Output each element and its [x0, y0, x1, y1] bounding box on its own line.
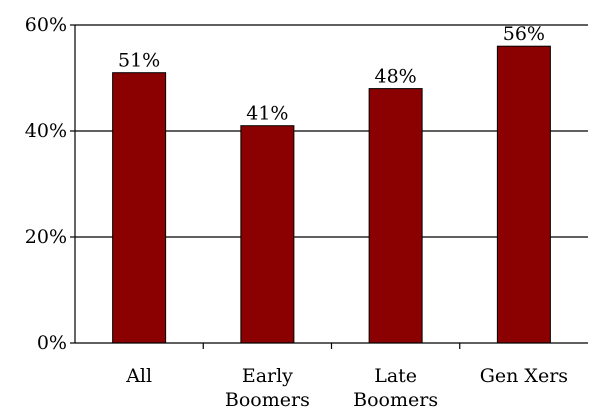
x-tick-label: Late — [374, 365, 417, 387]
data-label: 48% — [375, 66, 417, 88]
y-tick-label: 60% — [25, 14, 67, 36]
y-tick-label: 0% — [37, 332, 67, 354]
data-label: 56% — [503, 23, 545, 45]
y-tick-label: 40% — [25, 120, 67, 142]
x-tick-label: Boomers — [353, 389, 438, 411]
x-tick-label: Boomers — [225, 389, 310, 411]
bar — [112, 72, 167, 344]
x-tick-label: Early — [242, 365, 293, 387]
axes — [70, 24, 588, 349]
bar — [496, 45, 551, 344]
x-tick-label: Gen Xers — [480, 365, 568, 387]
x-tick-label: All — [125, 365, 152, 387]
data-labels: 51% 41% 48% 56% — [118, 23, 545, 125]
data-label: 41% — [246, 103, 288, 125]
data-label: 51% — [118, 50, 160, 72]
bars — [112, 45, 551, 344]
bar — [240, 125, 295, 344]
bar — [368, 88, 423, 344]
y-tick-label: 20% — [25, 226, 67, 248]
y-tick-labels: 0% 20% 40% 60% — [25, 14, 67, 354]
